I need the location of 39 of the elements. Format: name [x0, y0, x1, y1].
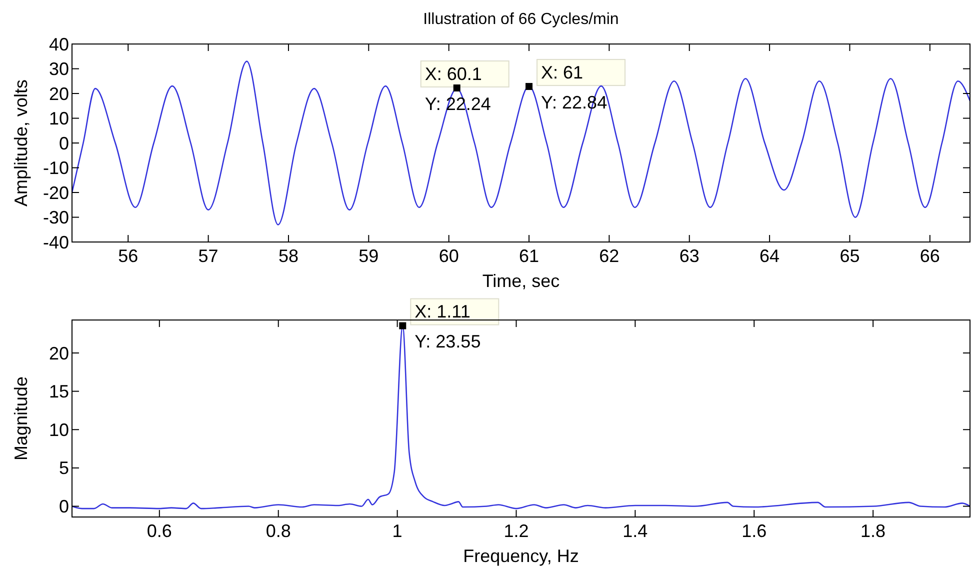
y-axis-title: Magnitude	[11, 376, 31, 461]
y-axis-title: Amplitude, volts	[11, 79, 31, 207]
x-axis-title: Time, sec	[482, 271, 560, 291]
x-tick-label: 1.2	[504, 521, 529, 541]
y-tick-label: -10	[42, 158, 69, 178]
y-tick-label: -30	[42, 208, 69, 228]
x-tick-label: 64	[760, 246, 780, 266]
x-tick-label: 62	[599, 246, 620, 266]
y-tick-label: 5	[58, 458, 69, 478]
x-tick-label: 1.8	[860, 521, 886, 541]
y-tick-label: 10	[48, 420, 69, 440]
x-tick-label: 1.4	[622, 521, 648, 541]
x-tick-label: 56	[118, 246, 138, 266]
x-tick-label: 1	[392, 521, 402, 541]
y-tick-label: 30	[48, 59, 69, 80]
x-tick-label: 60	[438, 246, 459, 266]
y-tick-label: 0	[58, 496, 69, 517]
y-tick-label: 0	[58, 133, 69, 154]
y-tick-label: -20	[42, 182, 69, 203]
y-tick-label: -40	[42, 232, 69, 252]
y-tick-label: 40	[48, 34, 69, 54]
x-axis-title: Frequency, Hz	[463, 546, 579, 566]
y-tick-label: 20	[48, 343, 69, 364]
x-tick-label: 0.6	[146, 521, 172, 541]
y-tick-label: 20	[48, 84, 69, 104]
y-tick-label: 10	[48, 108, 69, 129]
x-tick-label: 59	[358, 246, 379, 266]
x-tick-label: 58	[278, 246, 298, 266]
x-tick-label: 65	[840, 246, 860, 266]
x-tick-label: 57	[198, 246, 218, 266]
x-tick-label: 63	[679, 246, 700, 266]
chart-title: Illustration of 66 Cycles/min	[423, 11, 619, 28]
x-tick-label: 1.6	[742, 521, 767, 541]
x-tick-label: 66	[920, 246, 940, 266]
x-tick-label: 0.8	[266, 521, 291, 541]
y-tick-label: 15	[48, 382, 69, 402]
annotation: X: 1.11 Y: 23.55	[414, 302, 481, 352]
line-series	[71, 60, 971, 226]
x-tick-label: 61	[519, 246, 540, 266]
